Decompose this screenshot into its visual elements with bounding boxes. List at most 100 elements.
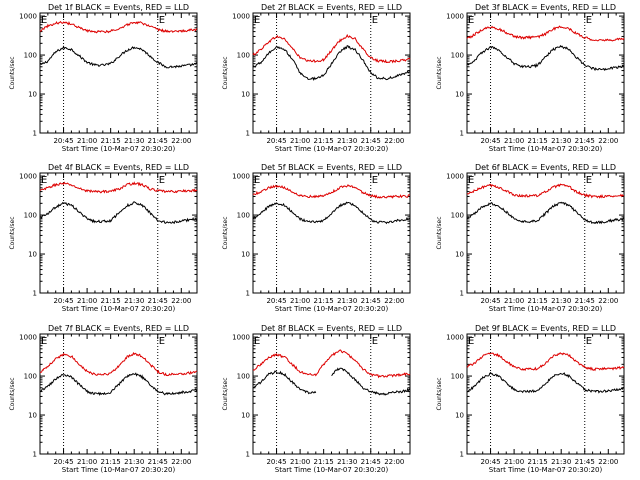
chart-panel-7: Det 7f BLACK = Events, RED = LLD 1 10 100 10… <box>9 324 198 474</box>
x-tick-label: 21:15 <box>101 297 121 305</box>
series-line-events <box>40 372 198 396</box>
x-tick-label: 20:45 <box>480 458 500 466</box>
y-axis-label: Counts/sec <box>9 216 16 249</box>
x-tick-label: 20:45 <box>53 458 73 466</box>
x-tick-label: 21:00 <box>290 297 310 305</box>
panel-title: Det 1f BLACK = Events, RED = LLD <box>48 3 189 12</box>
x-tick-label: 21:15 <box>101 137 121 145</box>
panel-title: Det 7f BLACK = Events, RED = LLD <box>48 324 189 333</box>
x-axis-label: Start Time (10-Mar-07 20:30:20) <box>62 305 176 313</box>
y-tick-label: 10 <box>28 91 37 99</box>
x-tick-label: 21:15 <box>314 297 334 305</box>
x-tick-label: 22:00 <box>384 297 404 305</box>
x-tick-label: 21:30 <box>337 297 357 305</box>
event-marker: E <box>159 336 165 347</box>
x-tick-label: 21:30 <box>551 137 571 145</box>
x-tick-label: 21:30 <box>124 297 144 305</box>
chart-panel-8: Det 8f BLACK = Events, RED = LLD 1 10 100 10… <box>222 324 411 474</box>
x-tick-label: 21:00 <box>504 137 524 145</box>
x-tick-label: 20:45 <box>53 137 73 145</box>
x-tick-label: 22:00 <box>598 297 618 305</box>
x-tick-label: 21:45 <box>575 137 595 145</box>
y-tick-label: 100 <box>24 212 37 220</box>
event-marker: E <box>468 336 474 347</box>
y-tick-label: 10 <box>28 412 37 420</box>
y-tick-label: 1000 <box>19 334 37 342</box>
event-marker: E <box>586 15 592 26</box>
x-tick-label: 22:00 <box>171 297 191 305</box>
x-tick-label: 21:00 <box>77 297 97 305</box>
y-axis-label: Counts/sec <box>9 377 16 410</box>
x-tick-label: 22:00 <box>384 458 404 466</box>
x-tick-label: 21:00 <box>504 458 524 466</box>
x-tick-label: 21:00 <box>290 458 310 466</box>
x-tick-label: 20:45 <box>266 297 286 305</box>
x-tick-label: 21:15 <box>528 297 548 305</box>
y-tick-label: 1000 <box>232 13 250 21</box>
y-tick-label: 100 <box>24 373 37 381</box>
event-marker: E <box>372 15 378 26</box>
series-line-lld <box>252 184 411 199</box>
chart-panel-4: Det 4f BLACK = Events, RED = LLD 1 10 100 10… <box>9 163 198 313</box>
x-tick-label: 21:15 <box>314 137 334 145</box>
x-tick-label: 21:30 <box>337 137 357 145</box>
event-marker: E <box>586 336 592 347</box>
series-line-events <box>466 201 625 225</box>
y-tick-label: 1000 <box>232 173 250 181</box>
x-tick-label: 20:45 <box>266 458 286 466</box>
x-tick-label: 21:45 <box>361 458 381 466</box>
y-tick-label: 10 <box>455 412 464 420</box>
x-tick-label: 22:00 <box>598 458 618 466</box>
x-tick-label: 21:30 <box>337 458 357 466</box>
chart-panel-3: Det 3f BLACK = Events, RED = LLD 1 10 100 10… <box>436 3 625 153</box>
chart-panel-1: Det 1f BLACK = Events, RED = LLD 1 10 100 10… <box>9 3 198 153</box>
event-marker: E <box>41 15 47 26</box>
y-tick-label: 10 <box>455 91 464 99</box>
y-tick-label: 10 <box>241 412 250 420</box>
x-tick-label: 22:00 <box>384 137 404 145</box>
x-tick-label: 21:30 <box>551 458 571 466</box>
event-marker: E <box>468 15 474 26</box>
y-tick-label: 10 <box>241 91 250 99</box>
y-tick-label: 1 <box>246 130 250 138</box>
event-marker: E <box>372 336 378 347</box>
x-tick-label: 20:45 <box>480 297 500 305</box>
x-tick-label: 20:45 <box>266 137 286 145</box>
series-line-lld <box>252 33 411 64</box>
panel-title: Det 2f BLACK = Events, RED = LLD <box>261 3 402 12</box>
series-line-lld <box>39 351 198 377</box>
panel-title: Det 4f BLACK = Events, RED = LLD <box>48 163 189 172</box>
y-axis-label: Counts/sec <box>9 56 16 89</box>
y-axis-label: Counts/sec <box>436 216 443 249</box>
y-axis-label: Counts/sec <box>222 216 229 249</box>
y-tick-label: 1 <box>460 130 464 138</box>
x-tick-label: 21:45 <box>148 137 168 145</box>
y-tick-label: 100 <box>451 52 464 60</box>
y-axis-label: Counts/sec <box>222 377 229 410</box>
x-axis-label: Start Time (10-Mar-07 20:30:20) <box>62 145 176 153</box>
chart-panel-6: Det 6f BLACK = Events, RED = LLD 1 10 100 10… <box>436 163 625 313</box>
x-tick-label: 21:15 <box>528 137 548 145</box>
x-tick-label: 21:30 <box>124 458 144 466</box>
panel-title: Det 8f BLACK = Events, RED = LLD <box>261 324 402 333</box>
y-tick-label: 1000 <box>19 13 37 21</box>
y-tick-label: 1 <box>246 451 250 459</box>
y-tick-label: 1000 <box>446 13 464 21</box>
x-tick-label: 20:45 <box>53 297 73 305</box>
x-axis-label: Start Time (10-Mar-07 20:30:20) <box>489 145 603 153</box>
x-tick-label: 21:45 <box>575 458 595 466</box>
x-tick-label: 21:30 <box>124 137 144 145</box>
series-line-events <box>39 45 198 69</box>
y-tick-label: 1000 <box>19 173 37 181</box>
y-tick-label: 100 <box>237 52 250 60</box>
chart-panel-9: Det 9f BLACK = Events, RED = LLD 1 10 100 10… <box>436 324 625 474</box>
series-line-events <box>39 201 198 225</box>
event-marker: E <box>159 175 165 186</box>
x-tick-label: 21:00 <box>77 458 97 466</box>
y-tick-label: 1 <box>33 290 37 298</box>
x-tick-label: 22:00 <box>171 137 191 145</box>
y-axis-label: Counts/sec <box>436 377 443 410</box>
y-tick-label: 100 <box>237 212 250 220</box>
panel-title: Det 3f BLACK = Events, RED = LLD <box>475 3 616 12</box>
y-tick-label: 1000 <box>446 334 464 342</box>
